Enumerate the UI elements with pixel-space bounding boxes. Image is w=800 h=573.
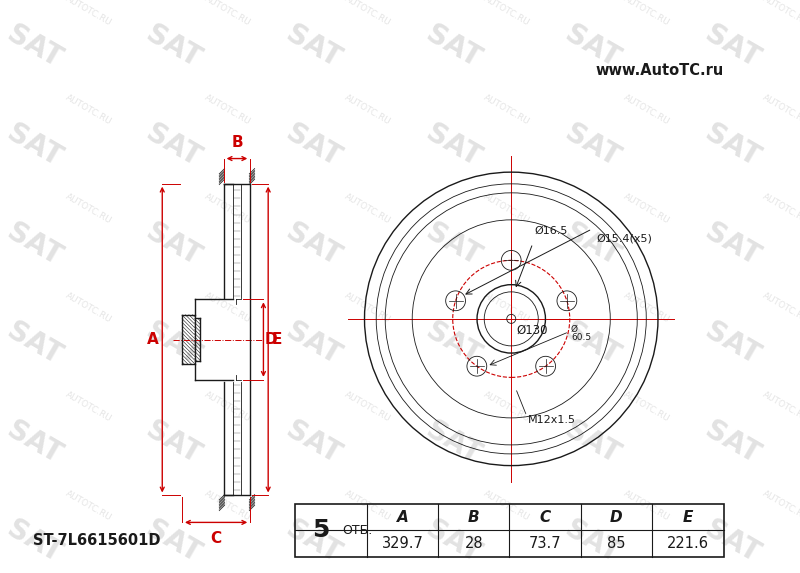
Text: AUTOTC.RU: AUTOTC.RU — [203, 192, 252, 226]
Text: SAT: SAT — [142, 218, 206, 272]
Text: SAT: SAT — [699, 119, 764, 172]
Text: SAT: SAT — [281, 119, 346, 172]
Text: SAT: SAT — [2, 20, 66, 74]
Text: SAT: SAT — [699, 317, 764, 371]
Text: Ø15.4(x5): Ø15.4(x5) — [597, 233, 653, 244]
Text: SAT: SAT — [699, 20, 764, 74]
Text: Ø130: Ø130 — [517, 323, 548, 336]
Text: SAT: SAT — [2, 218, 66, 272]
Text: 221.6: 221.6 — [666, 536, 709, 551]
Text: ST-7L6615601D: ST-7L6615601D — [34, 533, 161, 548]
Text: SAT: SAT — [421, 516, 485, 569]
Text: SAT: SAT — [2, 516, 66, 569]
Text: AUTOTC.RU: AUTOTC.RU — [63, 192, 113, 226]
Text: SAT: SAT — [142, 516, 206, 569]
Text: AUTOTC.RU: AUTOTC.RU — [622, 0, 671, 28]
Text: 329.7: 329.7 — [382, 536, 424, 551]
Text: D: D — [610, 510, 622, 525]
Text: AUTOTC.RU: AUTOTC.RU — [342, 489, 392, 523]
Text: AUTOTC.RU: AUTOTC.RU — [482, 0, 531, 28]
Text: 28: 28 — [465, 536, 483, 551]
Text: SAT: SAT — [281, 516, 346, 569]
Text: AUTOTC.RU: AUTOTC.RU — [63, 93, 113, 127]
Text: AUTOTC.RU: AUTOTC.RU — [622, 192, 671, 226]
Text: SAT: SAT — [2, 119, 66, 172]
Text: 73.7: 73.7 — [529, 536, 562, 551]
Text: AUTOTC.RU: AUTOTC.RU — [622, 390, 671, 424]
Bar — [295, 504, 724, 556]
Text: SAT: SAT — [142, 119, 206, 172]
Text: SAT: SAT — [421, 317, 485, 371]
Text: AUTOTC.RU: AUTOTC.RU — [203, 0, 252, 28]
Text: AUTOTC.RU: AUTOTC.RU — [622, 93, 671, 127]
Text: A: A — [397, 510, 409, 525]
Text: C: C — [210, 531, 222, 547]
Text: AUTOTC.RU: AUTOTC.RU — [203, 489, 252, 523]
Text: AUTOTC.RU: AUTOTC.RU — [203, 390, 252, 424]
Text: SAT: SAT — [560, 119, 625, 172]
Text: SAT: SAT — [560, 516, 625, 569]
Text: AUTOTC.RU: AUTOTC.RU — [761, 489, 800, 523]
Text: www.AutoTC.ru: www.AutoTC.ru — [595, 63, 724, 78]
Text: AUTOTC.RU: AUTOTC.RU — [761, 291, 800, 325]
Text: AUTOTC.RU: AUTOTC.RU — [482, 192, 531, 226]
Text: SAT: SAT — [699, 417, 764, 470]
Text: C: C — [539, 510, 550, 525]
Text: SAT: SAT — [2, 317, 66, 371]
Text: AUTOTC.RU: AUTOTC.RU — [342, 0, 392, 28]
Text: ОТБ.: ОТБ. — [342, 524, 372, 537]
Text: SAT: SAT — [421, 218, 485, 272]
Text: SAT: SAT — [142, 20, 206, 74]
Text: AUTOTC.RU: AUTOTC.RU — [622, 291, 671, 325]
Text: AUTOTC.RU: AUTOTC.RU — [63, 291, 113, 325]
Text: AUTOTC.RU: AUTOTC.RU — [342, 192, 392, 226]
Text: SAT: SAT — [281, 317, 346, 371]
Text: SAT: SAT — [281, 417, 346, 470]
Text: SAT: SAT — [699, 218, 764, 272]
Text: SAT: SAT — [421, 119, 485, 172]
Text: Ø16.5: Ø16.5 — [534, 226, 568, 236]
Text: SAT: SAT — [560, 20, 625, 74]
Text: AUTOTC.RU: AUTOTC.RU — [761, 390, 800, 424]
Text: SAT: SAT — [560, 218, 625, 272]
Text: SAT: SAT — [699, 516, 764, 569]
Text: E: E — [272, 332, 282, 347]
Text: SAT: SAT — [281, 20, 346, 74]
Text: AUTOTC.RU: AUTOTC.RU — [342, 93, 392, 127]
Text: AUTOTC.RU: AUTOTC.RU — [482, 489, 531, 523]
Text: AUTOTC.RU: AUTOTC.RU — [482, 291, 531, 325]
Text: SAT: SAT — [142, 317, 206, 371]
Text: Ø
60.5: Ø 60.5 — [571, 324, 591, 343]
Text: B: B — [468, 510, 480, 525]
Text: E: E — [682, 510, 693, 525]
Text: SAT: SAT — [421, 20, 485, 74]
Text: SAT: SAT — [2, 417, 66, 470]
Text: AUTOTC.RU: AUTOTC.RU — [761, 93, 800, 127]
Text: AUTOTC.RU: AUTOTC.RU — [63, 0, 113, 28]
Text: B: B — [231, 135, 242, 151]
Text: AUTOTC.RU: AUTOTC.RU — [342, 390, 392, 424]
Text: AUTOTC.RU: AUTOTC.RU — [761, 192, 800, 226]
Text: M12x1.5: M12x1.5 — [527, 415, 575, 425]
Text: SAT: SAT — [560, 317, 625, 371]
Text: AUTOTC.RU: AUTOTC.RU — [482, 93, 531, 127]
Text: AUTOTC.RU: AUTOTC.RU — [63, 489, 113, 523]
Text: A: A — [147, 332, 159, 347]
Text: SAT: SAT — [281, 218, 346, 272]
Text: 85: 85 — [607, 536, 626, 551]
Text: AUTOTC.RU: AUTOTC.RU — [622, 489, 671, 523]
Text: D: D — [264, 332, 277, 347]
Text: AUTOTC.RU: AUTOTC.RU — [761, 0, 800, 28]
Text: AUTOTC.RU: AUTOTC.RU — [203, 291, 252, 325]
Text: SAT: SAT — [142, 417, 206, 470]
Text: SAT: SAT — [560, 417, 625, 470]
Text: AUTOTC.RU: AUTOTC.RU — [203, 93, 252, 127]
Text: AUTOTC.RU: AUTOTC.RU — [342, 291, 392, 325]
Text: SAT: SAT — [421, 417, 485, 470]
Text: 5: 5 — [312, 519, 329, 543]
Text: AUTOTC.RU: AUTOTC.RU — [63, 390, 113, 424]
Text: AUTOTC.RU: AUTOTC.RU — [482, 390, 531, 424]
